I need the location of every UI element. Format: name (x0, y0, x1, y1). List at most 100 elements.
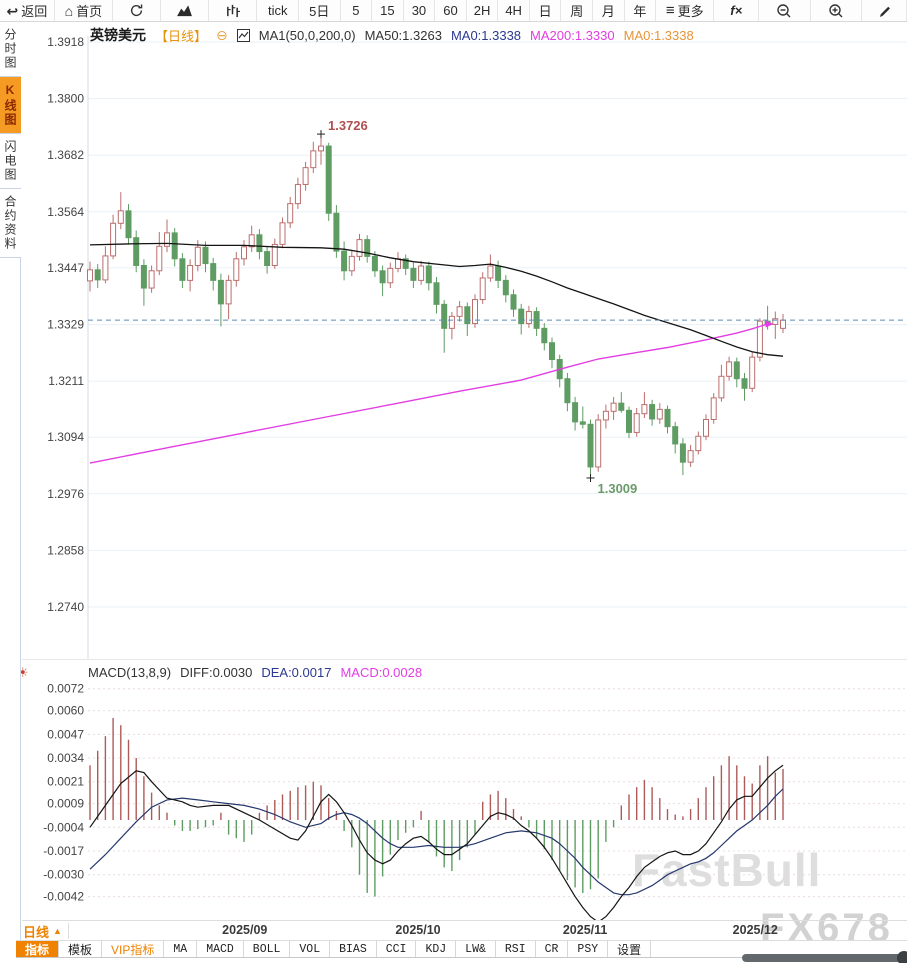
timeframe-week-label: 周 (570, 4, 584, 19)
area-chart-button[interactable] (161, 0, 210, 21)
candle-body (256, 234, 263, 253)
candle-body (217, 279, 224, 305)
macd-ytick-label: 0.0072 (47, 682, 84, 696)
tab-模板[interactable]: 模板 (59, 941, 103, 957)
candle-body (140, 265, 147, 289)
tab-CR[interactable]: CR (536, 941, 569, 957)
tab-VOL[interactable]: VOL (290, 941, 331, 957)
panel-separator (22, 659, 907, 660)
x-date-label: 2025/12 (732, 923, 778, 937)
candle-body (379, 270, 386, 284)
more-button[interactable]: ≡ 更多 (656, 0, 715, 21)
price-ytick-label: 1.3918 (47, 35, 84, 49)
candle-body (287, 203, 294, 224)
candle-body (525, 311, 532, 325)
fx-button[interactable]: f× (714, 0, 760, 21)
candle-body (618, 402, 625, 411)
candle-body (672, 426, 679, 445)
timeframe-60-label: 60 (443, 3, 458, 18)
tab-BOLL[interactable]: BOLL (244, 941, 291, 957)
refresh-button[interactable] (113, 0, 162, 21)
timeframe-15[interactable]: 15 (372, 0, 404, 21)
tab-KDJ[interactable]: KDJ (416, 941, 457, 957)
timeframe-4h[interactable]: 4H (498, 0, 530, 21)
candle-body (348, 255, 355, 272)
ma0-blue-value: MA0:1.3338 (450, 27, 522, 43)
price-ytick-label: 1.2976 (47, 487, 84, 501)
zoom-in-button[interactable] (811, 0, 863, 21)
timeframe-5[interactable]: 5 (341, 0, 373, 21)
candle-body (479, 277, 486, 301)
timeframe-day[interactable]: 日 (530, 0, 562, 21)
macd-ytick-label: -0.0030 (43, 868, 84, 882)
macd-legend: MACD(13,8,9) DIFF:0.0030 DEA:0.0017 MACD… (88, 665, 422, 680)
horizontal-scrollbar[interactable] (742, 951, 907, 963)
price-chart[interactable]: 1.3918 1.3800 1.3682 1.3564 1.3447 1.3329 1.32… (22, 22, 907, 660)
macd-ytick-label: -0.0042 (43, 890, 84, 904)
tab-RSI[interactable]: RSI (496, 941, 536, 957)
back-icon: ↩ (6, 2, 19, 19)
scrollbar-knob[interactable] (897, 951, 907, 963)
tab-MACD[interactable]: MACD (197, 941, 244, 957)
sidebar-item-1[interactable]: 分时图 (0, 22, 21, 77)
zoom-out-button[interactable] (759, 0, 811, 21)
ma-params-label: MA1(50,0,200,0) (258, 27, 356, 43)
candle-body (641, 404, 648, 415)
tab-PSY[interactable]: PSY (568, 941, 609, 957)
volume-bars-button[interactable] (209, 0, 258, 21)
tab-设置[interactable]: 设置 (608, 941, 652, 957)
tab-LW&[interactable]: LW& (456, 941, 496, 957)
candle-body (179, 258, 186, 281)
candle-body (726, 361, 733, 377)
timeframe-day-label: 日 (538, 4, 552, 19)
home-button-label: 首页 (76, 4, 103, 19)
timeframe-30[interactable]: 30 (404, 0, 436, 21)
tab-VIP指标[interactable]: VIP指标 (102, 941, 165, 957)
candle-body (318, 145, 324, 152)
candle-body (117, 210, 124, 224)
candle-body (433, 282, 440, 305)
home-button[interactable]: ⌂ 首页 (55, 0, 113, 21)
period-dropdown[interactable]: 日线 ▲ (17, 923, 69, 940)
dea-line (89, 788, 784, 896)
tab-BIAS[interactable]: BIAS (330, 941, 377, 957)
candle-body (772, 318, 779, 325)
candle-body (341, 250, 348, 272)
candle-body (418, 265, 425, 281)
collapse-icon[interactable]: ⊖ (216, 26, 228, 43)
macd-chart[interactable]: 0.0072 0.0060 0.0047 0.0034 0.0021 0.0009 -0.0… (22, 660, 907, 920)
watermark-fastbull: FastBull (632, 844, 822, 896)
area-chart-icon (176, 4, 193, 17)
timeframe-year[interactable]: 年 (625, 0, 657, 21)
candle-body (518, 308, 525, 325)
timeframe-5d[interactable]: 5日 (299, 0, 341, 21)
dea-value: DEA:0.0017 (261, 665, 332, 680)
sidebar-item-2[interactable]: K线图 (0, 77, 21, 134)
draw-button[interactable] (862, 0, 907, 21)
sidebar-item-4[interactable]: 合约资料 (0, 189, 21, 258)
indicator-tabs: 指标 模板 VIP指标 MA MACD BOLL VOL BIAS CCI KDJ LW& RSI CR… (16, 940, 907, 958)
zoom-in-icon (828, 3, 844, 19)
indicator-settings-icon[interactable]: ☀ (17, 665, 29, 680)
tab-MA[interactable]: MA (164, 941, 198, 957)
timeframe-5-label: 5 (352, 3, 360, 18)
dates-separator (22, 920, 907, 921)
tab-CCI[interactable]: CCI (377, 941, 417, 957)
macd-ytick-label: -0.0004 (43, 820, 84, 834)
timeframe-tick[interactable]: tick (257, 0, 299, 21)
back-button[interactable]: ↩ 返回 (0, 0, 55, 21)
sidebar-item-3[interactable]: 闪电图 (0, 134, 21, 189)
candle-body (264, 251, 271, 267)
timeframe-week[interactable]: 周 (561, 0, 594, 21)
timeframe-month-label: 月 (601, 4, 615, 19)
candle-body (579, 421, 586, 425)
kline-type-icon[interactable] (236, 28, 250, 42)
x-date-label: 2025/10 (395, 923, 441, 937)
price-ytick-label: 1.3564 (47, 205, 84, 219)
timeframe-2h-label: 2H (473, 3, 491, 18)
tab-指标[interactable]: 指标 (16, 941, 60, 957)
timeframe-60[interactable]: 60 (435, 0, 467, 21)
timeframe-month[interactable]: 月 (593, 0, 625, 21)
candle-body (703, 418, 709, 437)
timeframe-2h[interactable]: 2H (467, 0, 499, 21)
